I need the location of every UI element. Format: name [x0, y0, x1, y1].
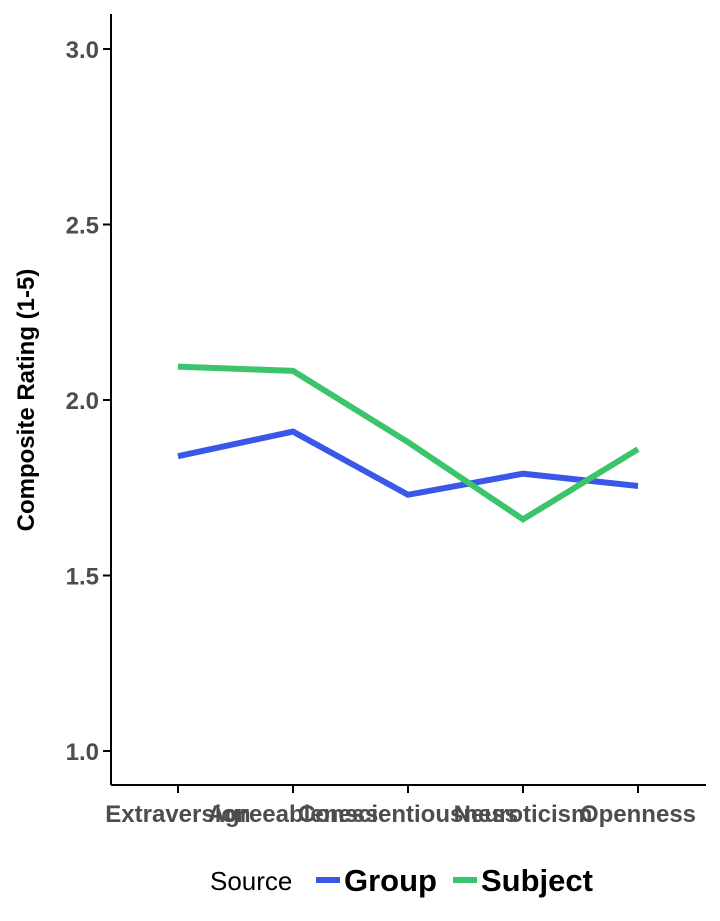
- y-tick-label: 2.0: [66, 388, 99, 415]
- x-axis-ticks: ExtraversionAgreeablenessConscientiousne…: [105, 785, 696, 828]
- y-tick-label: 2.5: [66, 213, 99, 240]
- series-line-group: [177, 428, 639, 498]
- legend: Source Group Subject: [210, 863, 593, 898]
- y-tick-label: 1.0: [66, 739, 99, 766]
- y-axis-ticks: 1.0 1.5 2.0 2.5 3.0: [66, 37, 111, 766]
- x-tick-label: Extraversion: [105, 801, 250, 828]
- x-tick-label: Openness: [580, 801, 696, 828]
- x-tick-label: Neuroticism: [454, 801, 593, 828]
- x-tick-label: Agreeableness: [208, 801, 379, 828]
- y-axis-label: Composite Rating (1-5): [13, 269, 40, 532]
- y-tick-label: 1.5: [66, 564, 99, 591]
- series-line-subject: [177, 363, 640, 523]
- legend-label-group: Group: [344, 863, 437, 898]
- legend-label-subject: Subject: [481, 863, 593, 898]
- series-lines: [177, 363, 640, 523]
- x-tick-label: Conscientiousness: [298, 801, 518, 828]
- legend-title: Source: [210, 866, 292, 896]
- y-tick-label: 3.0: [66, 37, 99, 64]
